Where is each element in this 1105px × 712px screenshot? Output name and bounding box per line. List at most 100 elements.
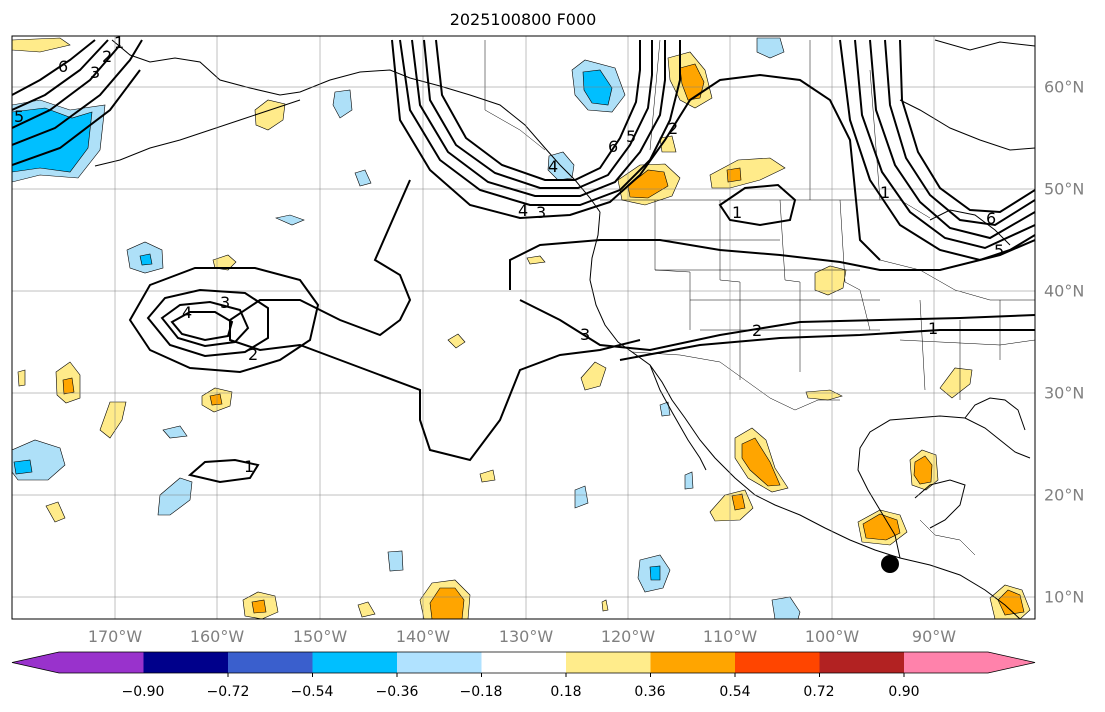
- graticule: [12, 36, 1035, 619]
- lat-label: 10°N: [1044, 587, 1085, 607]
- colorbar: [11, 651, 1036, 677]
- colorbar-segment: [819, 652, 905, 673]
- lon-label: 150°W: [292, 627, 348, 646]
- contour-line: [884, 39, 1035, 227]
- colorbar-tick-label: 0.90: [888, 684, 920, 700]
- shade-blue-15: [659, 401, 671, 417]
- contour-line: [435, 39, 641, 181]
- political-borders: [484, 39, 1035, 556]
- shade-blue-2: [756, 37, 785, 59]
- colorbar-segment: [566, 652, 651, 673]
- lon-label: 90°W: [911, 627, 957, 646]
- contour-line: [187, 458, 260, 484]
- shade-blue-9: [354, 169, 372, 187]
- contour-label: 4: [548, 157, 558, 176]
- contour-labels: 6 5 3 2 1 4 4 3 6 5 2 1 4 3 2 3 2 1 1 6 …: [14, 36, 1004, 476]
- coast-west-us: [589, 211, 1021, 619]
- contour-label: 1: [928, 319, 938, 338]
- lon-label: 130°W: [498, 627, 554, 646]
- shade-cyan-1: [582, 69, 613, 106]
- shade-orange-22: [913, 455, 933, 485]
- contour-line: [160, 300, 250, 348]
- lon-label: 170°W: [87, 627, 143, 646]
- shade-orange-8: [62, 377, 75, 395]
- shade-yellow-9: [99, 401, 127, 439]
- colorbar-segment: [397, 652, 482, 673]
- lon-label: 160°W: [189, 627, 245, 646]
- contour-label: 3: [220, 293, 230, 312]
- anomaly-shading: [12, 37, 1031, 619]
- contour-line: [411, 39, 666, 197]
- shade-yellow-24: [805, 389, 843, 401]
- coastlines: [94, 39, 1035, 619]
- shade-orange-3: [679, 63, 705, 101]
- coast-baja: [649, 364, 707, 471]
- shade-blue-12: [387, 550, 404, 572]
- border-state-1: [654, 200, 691, 330]
- contour-line: [146, 288, 269, 358]
- colorbar-outline: [11, 651, 1036, 674]
- coast-yucatan: [914, 479, 966, 529]
- contour-line: [12, 39, 96, 96]
- colorbar-segment: [143, 652, 229, 673]
- contour-label: 5: [626, 127, 636, 146]
- contour-line: [12, 69, 141, 166]
- shade-orange-18: [429, 587, 465, 619]
- coast-great-lakes: [929, 209, 1011, 246]
- contour-label: 2: [102, 47, 112, 66]
- shade-yellow-12: [580, 361, 607, 391]
- colorbar-segment: [481, 652, 567, 673]
- border-mexico-central: [919, 519, 976, 556]
- contour-line: [899, 39, 1035, 214]
- contour-line: [399, 39, 681, 206]
- coast-gulf-mexico: [857, 415, 1031, 559]
- contour-line: [839, 39, 1035, 262]
- contour-line: [519, 299, 1035, 352]
- coast-east-canada: [934, 39, 1035, 51]
- shade-yellow-11: [447, 333, 466, 349]
- colorbar-segment: [312, 652, 398, 673]
- lat-label: 40°N: [1044, 281, 1085, 301]
- shade-yellow-17: [357, 601, 376, 618]
- contour-line: [229, 179, 641, 462]
- contour-label: 1: [880, 183, 890, 202]
- lat-label: 60°N: [1044, 77, 1085, 97]
- shade-yellow-7: [212, 254, 237, 271]
- colorbar-tick-label: 0.18: [550, 684, 582, 700]
- colorbar-tick-label: 0.36: [634, 684, 666, 700]
- contour-label: 2: [668, 119, 678, 138]
- contour-label: 6: [58, 57, 68, 76]
- lat-label: 50°N: [1044, 179, 1085, 199]
- contour-line: [718, 183, 797, 227]
- shade-cyan-nw: [12, 107, 93, 173]
- shade-blue-6: [275, 214, 305, 226]
- shade-orange-25: [997, 589, 1025, 616]
- lon-label: 100°W: [804, 627, 860, 646]
- shade-orange-4: [627, 169, 669, 199]
- shade-yellow-1: [12, 37, 71, 53]
- contour-label: 3: [90, 63, 100, 82]
- colorbar-segment: [12, 652, 144, 673]
- shade-yellow-26: [601, 599, 609, 612]
- shade-cyan-3: [139, 253, 153, 266]
- colorbar-tick-label: 0.72: [803, 684, 835, 700]
- lon-label: 140°W: [395, 627, 451, 646]
- contour-label: 3: [536, 203, 546, 222]
- coast-florida: [964, 397, 1026, 431]
- contours: [12, 39, 1035, 484]
- colorbar-tick-label: −0.72: [206, 684, 250, 700]
- shade-yellow-27: [526, 255, 546, 265]
- shade-orange-20: [731, 493, 746, 511]
- contour-label: 1: [732, 203, 742, 222]
- contour-line: [170, 311, 234, 342]
- lon-label: 110°W: [702, 627, 758, 646]
- colorbar-tick-label: −0.36: [375, 684, 419, 700]
- shade-yellow-23: [939, 367, 973, 399]
- map-frame: [11, 35, 1036, 620]
- colorbar-tick-label: −0.90: [121, 684, 165, 700]
- map-title: 2025100800 F000: [449, 10, 597, 29]
- border-state-3: [779, 199, 801, 372]
- shade-blue-5: [157, 477, 193, 516]
- lon-label: 120°W: [600, 627, 656, 646]
- colorbar-segment: [904, 652, 1035, 673]
